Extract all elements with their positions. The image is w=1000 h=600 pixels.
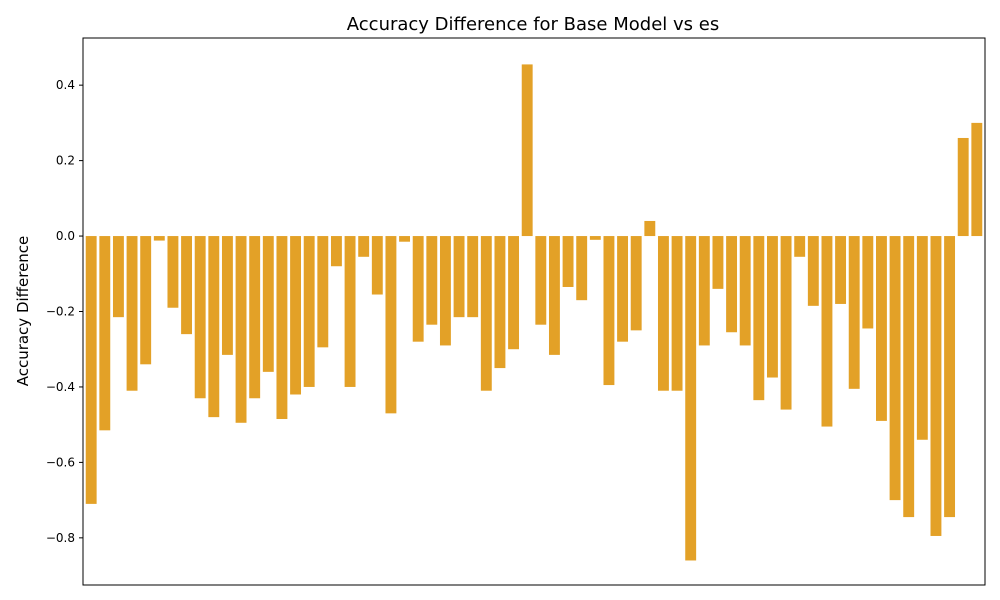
bar-56 (835, 236, 847, 304)
bar-57 (848, 236, 860, 389)
bar-33 (521, 64, 533, 237)
bar-14 (262, 236, 274, 372)
chart-title: Accuracy Difference for Base Model vs es (347, 14, 719, 35)
bar-42 (644, 220, 656, 237)
bar-46 (698, 236, 710, 346)
bar-31 (494, 236, 506, 369)
y-tick-label: −0.8 (46, 531, 75, 545)
bar-29 (467, 236, 479, 318)
bar-44 (671, 236, 683, 391)
bar-40 (617, 236, 629, 342)
bar-61 (903, 236, 915, 518)
bar-12 (235, 236, 247, 423)
bar-39 (603, 236, 615, 386)
y-tick-label: −0.2 (46, 305, 75, 319)
bar-60 (889, 236, 901, 501)
bar-55 (821, 236, 833, 427)
y-axis-title: Accuracy Difference (14, 236, 32, 387)
bar-41 (630, 236, 642, 331)
bar-3 (112, 236, 124, 318)
bar-53 (794, 236, 806, 257)
bar-5 (140, 236, 152, 365)
bar-34 (535, 236, 547, 325)
bar-64 (944, 236, 956, 518)
bar-51 (766, 236, 778, 378)
bar-11 (221, 236, 233, 355)
bar-65 (957, 137, 969, 237)
bar-10 (208, 236, 220, 418)
y-tick-label: 0.4 (56, 78, 75, 92)
y-axis-ticks: −0.8 −0.6 −0.4 −0.2 0.0 0.2 0.4 (46, 78, 83, 545)
bar-63 (930, 236, 942, 536)
bar-62 (916, 236, 928, 440)
bar-25 (412, 236, 424, 342)
bar-18 (317, 236, 329, 348)
bar-48 (726, 236, 738, 333)
bar-8 (181, 236, 192, 335)
bars-group (85, 64, 983, 561)
bar-22 (371, 236, 383, 295)
bar-59 (876, 236, 887, 421)
y-tick-label: 0.0 (56, 229, 75, 243)
bar-16 (290, 236, 302, 395)
bar-43 (657, 236, 669, 391)
bar-50 (753, 236, 765, 401)
bar-38 (589, 236, 601, 240)
bar-58 (862, 236, 874, 329)
bar-4 (126, 236, 138, 391)
bar-47 (712, 236, 724, 289)
bar-36 (562, 236, 574, 287)
bar-52 (780, 236, 792, 410)
bar-37 (576, 236, 588, 301)
bar-27 (439, 236, 451, 346)
bar-1 (85, 236, 97, 504)
bar-66 (971, 122, 983, 237)
plot-frame (82, 37, 986, 586)
bar-26 (426, 236, 438, 325)
bar-24 (399, 236, 411, 242)
bar-2 (99, 236, 111, 431)
bar-54 (807, 236, 819, 306)
bar-28 (453, 236, 465, 318)
bar-13 (249, 236, 261, 399)
bar-7 (167, 236, 179, 308)
bar-35 (548, 236, 560, 355)
bar-15 (276, 236, 288, 420)
bar-32 (508, 236, 520, 350)
bar-17 (303, 236, 315, 387)
bar-23 (385, 236, 397, 414)
bar-6 (153, 236, 165, 241)
bar-19 (330, 236, 342, 267)
bar-30 (480, 236, 492, 391)
bar-20 (344, 236, 356, 387)
bar-21 (358, 236, 370, 257)
bar-45 (685, 236, 697, 561)
y-tick-label: 0.2 (56, 154, 75, 168)
y-tick-label: −0.4 (46, 380, 75, 394)
bar-49 (739, 236, 751, 346)
bar-9 (194, 236, 206, 399)
y-tick-label: −0.6 (46, 455, 75, 469)
